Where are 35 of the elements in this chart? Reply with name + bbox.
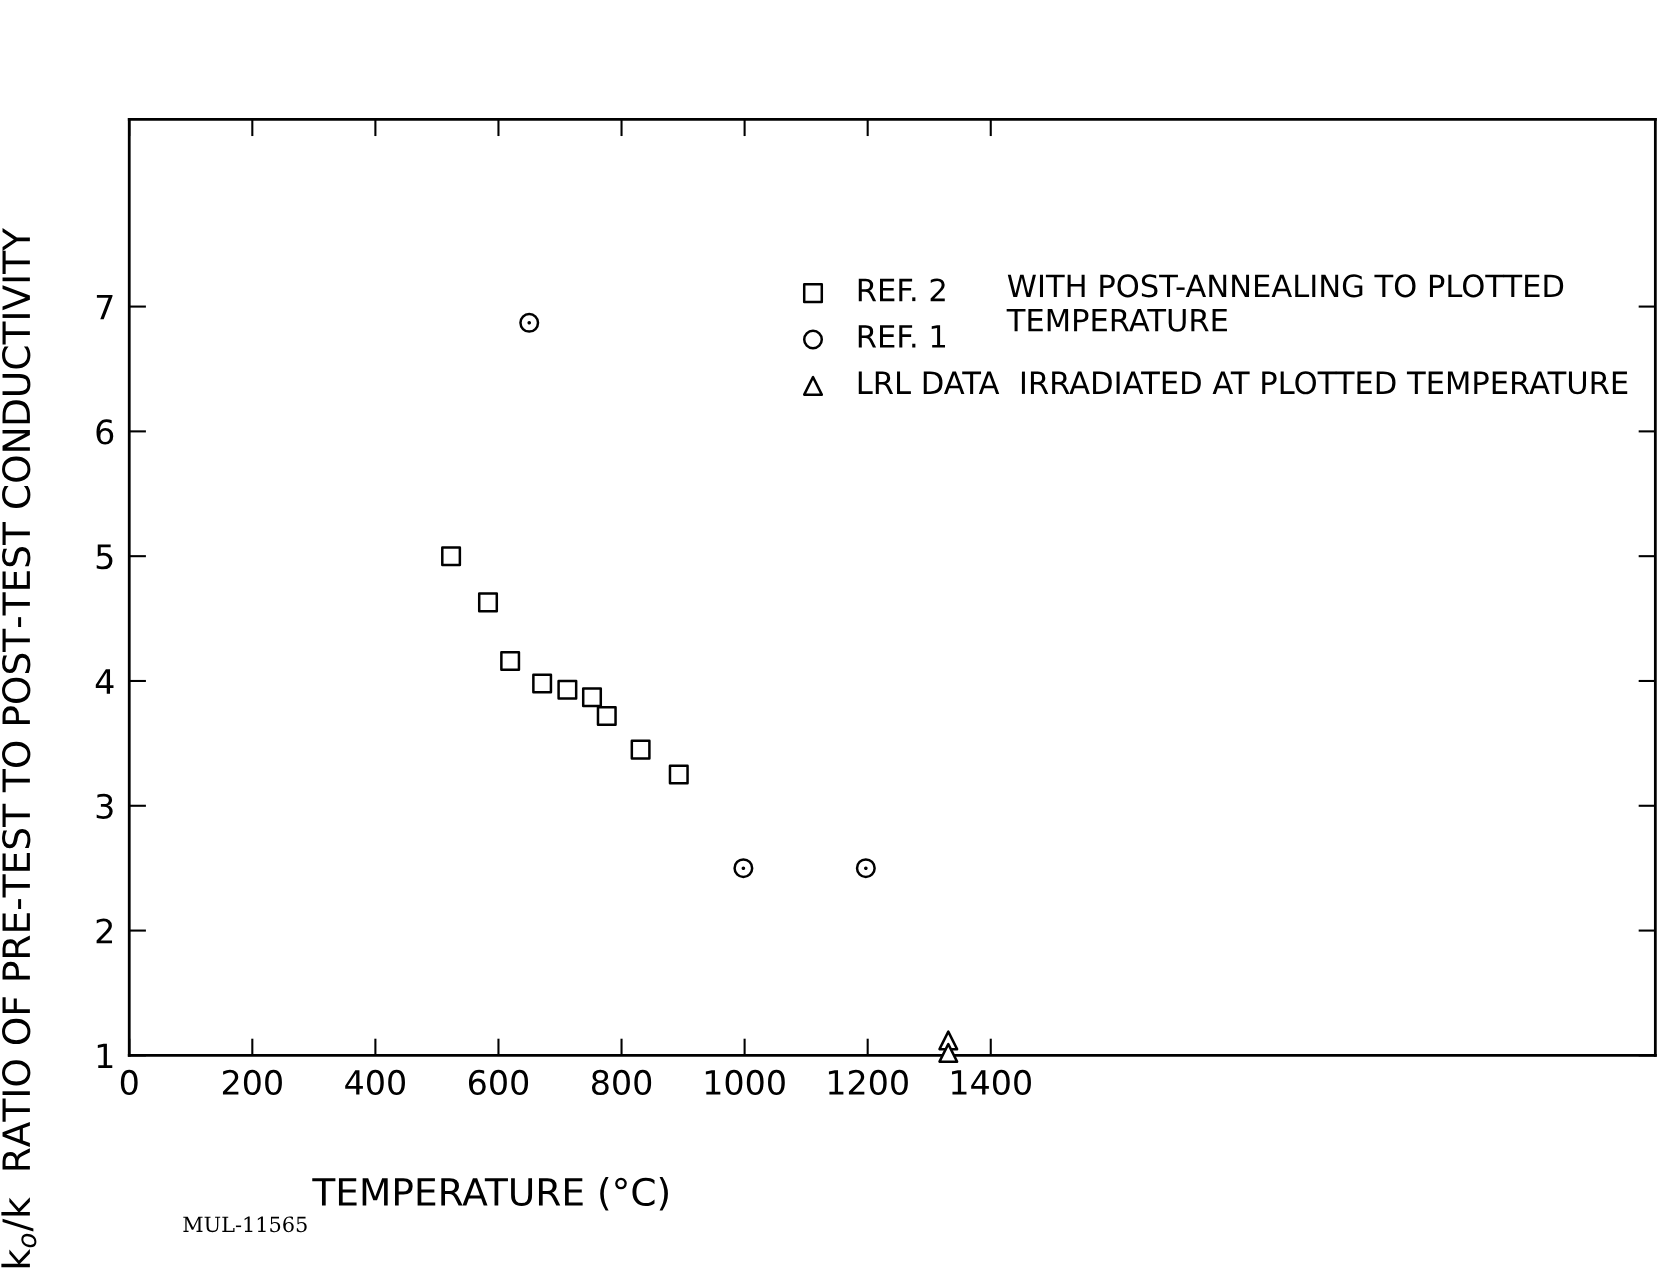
x-tick-label: 1000 (705, 1069, 785, 1096)
point (532, 673, 553, 694)
x-tick-label: 800 (591, 1069, 652, 1096)
point (630, 739, 651, 760)
point (500, 650, 521, 672)
y-tick-label: 6 (96, 419, 114, 445)
point (557, 679, 578, 700)
point (668, 764, 689, 785)
point (596, 705, 617, 726)
annotation: WITH POST-ANNEALING TO PLOTTED TEMPERATURE (1006, 274, 1564, 332)
point (855, 858, 876, 879)
y-tick-label: 1 (97, 1043, 113, 1069)
x-tick-label: 1200 (828, 1069, 908, 1096)
y-tick-label: 7 (96, 294, 113, 320)
text: MUL-11565 (183, 1216, 307, 1233)
point (938, 1042, 959, 1063)
x-tick-label: 400 (345, 1069, 405, 1096)
point (581, 687, 603, 708)
point (441, 546, 462, 567)
y-axis-title: k$_{o}$/k RATIO OF PRE-TEST TO POST-TEST CONDUCTIVITY (1, 227, 37, 1268)
y-tick-label: 3 (96, 793, 113, 819)
point (477, 592, 499, 613)
legend-label: LRL DATA IRRADIATED AT PLOTTED TEMPERATURE (858, 371, 1628, 395)
x-axis-title: TEMPERATURE (°C) (312, 1177, 668, 1211)
x-tick-label: 600 (468, 1069, 529, 1096)
y-tick-label: 5 (96, 544, 113, 570)
legend-label: REF. 1 (858, 325, 946, 348)
legend-label: REF. 2 (858, 278, 945, 302)
y-tick-label: 2 (96, 918, 113, 944)
point (519, 312, 540, 333)
x-tick-label: 0 (120, 1069, 138, 1096)
x-tick-label: 1400 (952, 1069, 1031, 1096)
y-tick-label: 4 (95, 669, 114, 694)
point (733, 858, 754, 879)
x-tick-label: 200 (222, 1069, 282, 1096)
